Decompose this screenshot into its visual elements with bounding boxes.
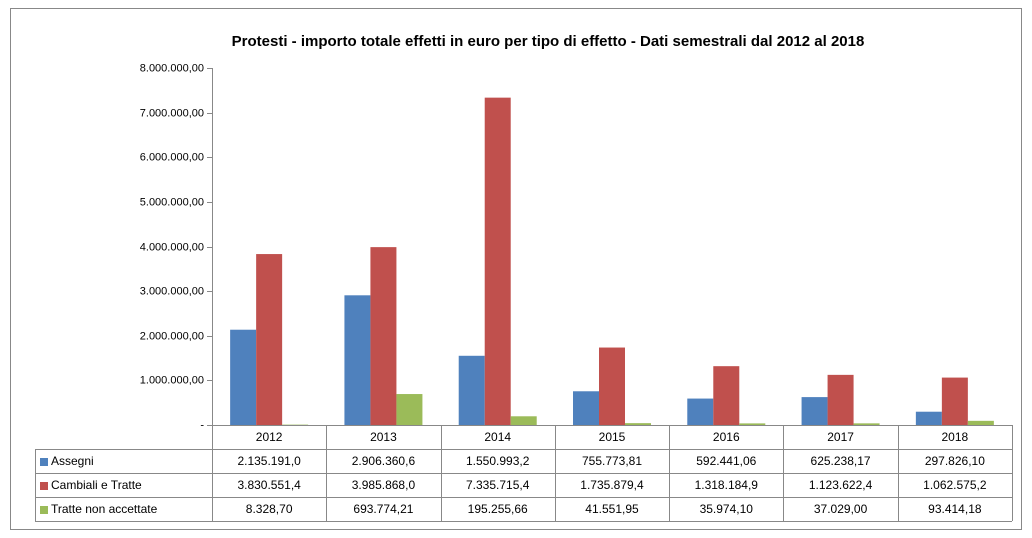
- table-value: 2.906.360,6: [352, 454, 416, 468]
- bar: [915, 411, 942, 425]
- table-value: 195.255,66: [468, 502, 528, 516]
- bar: [344, 295, 371, 425]
- y-tick-label: 2.000.000,00: [140, 330, 204, 342]
- bar: [625, 423, 651, 425]
- table-value: 7.335.715,4: [466, 478, 530, 492]
- table-value: 1.062.575,2: [923, 478, 987, 492]
- table-value: 693.774,21: [353, 502, 413, 516]
- y-tick-label: 4.000.000,00: [140, 241, 204, 253]
- y-tick-label: -: [200, 419, 204, 431]
- bar: [941, 377, 968, 425]
- table-value: 755.773,81: [582, 454, 642, 468]
- table-value: 1.550.993,2: [466, 454, 530, 468]
- legend-label: Assegni: [51, 454, 94, 468]
- table-value: 37.029,00: [814, 502, 868, 516]
- table-value: 3.830.551,4: [237, 478, 301, 492]
- table-value: 3.985.868,0: [352, 478, 416, 492]
- x-tick-label: 2017: [827, 430, 854, 444]
- bar: [739, 423, 766, 425]
- bar: [458, 355, 485, 425]
- bar: [713, 366, 740, 425]
- bar: [687, 398, 714, 425]
- bar: [599, 347, 625, 425]
- chart-title: Protesti - importo totale effetti in eur…: [232, 33, 865, 50]
- bar: [827, 374, 854, 425]
- bar: [256, 254, 283, 425]
- legend-key: [40, 482, 48, 490]
- table-value: 41.551,95: [585, 502, 639, 516]
- y-tick-label: 5.000.000,00: [140, 196, 204, 208]
- table-value: 8.328,70: [246, 502, 293, 516]
- table-value: 93.414,18: [928, 502, 982, 516]
- legend-key: [40, 458, 48, 466]
- x-tick-label: 2012: [256, 430, 283, 444]
- legend-key: [40, 506, 48, 514]
- y-tick-label: 3.000.000,00: [140, 285, 204, 297]
- legend-label: Cambiali e Tratte: [51, 478, 142, 492]
- x-tick-label: 2013: [370, 430, 397, 444]
- bar: [484, 97, 511, 425]
- bar: [853, 423, 880, 425]
- y-tick-label: 1.000.000,00: [140, 374, 204, 386]
- x-tick-label: 2016: [713, 430, 740, 444]
- table-value: 1.318.184,9: [695, 478, 759, 492]
- x-tick-label: 2018: [942, 430, 969, 444]
- y-tick-label: 6.000.000,00: [140, 151, 204, 163]
- table-value: 2.135.191,0: [237, 454, 301, 468]
- table-value: 1.735.879,4: [580, 478, 644, 492]
- table-value: 625.238,17: [811, 454, 871, 468]
- bar: [967, 420, 994, 425]
- bar: [370, 247, 397, 425]
- bar: [230, 329, 257, 425]
- table-value: 592.441,06: [696, 454, 756, 468]
- table-value: 297.826,10: [925, 454, 985, 468]
- bar: [801, 397, 828, 425]
- y-tick-label: 8.000.000,00: [140, 62, 204, 74]
- bar: [396, 394, 423, 425]
- legend-label: Tratte non accettate: [51, 502, 158, 516]
- x-tick-label: 2014: [484, 430, 511, 444]
- table-value: 1.123.622,4: [809, 478, 873, 492]
- bar: [573, 391, 599, 425]
- table-value: 35.974,10: [700, 502, 754, 516]
- y-tick-label: 7.000.000,00: [140, 107, 204, 119]
- x-tick-label: 2015: [599, 430, 626, 444]
- chart-border: [10, 8, 1022, 530]
- bar: [510, 416, 537, 425]
